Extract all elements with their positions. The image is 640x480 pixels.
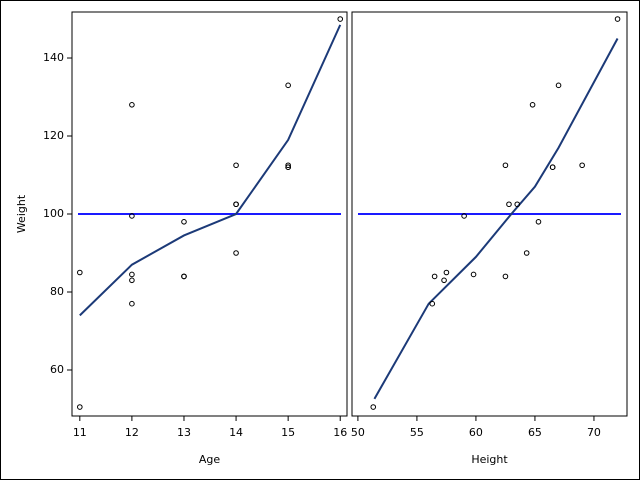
x-tick-label: 60: [469, 426, 483, 439]
x-tick-label: 13: [177, 426, 191, 439]
y-tick-label: 80: [50, 285, 64, 298]
x-tick-label: 65: [528, 426, 542, 439]
y-tick-label: 120: [43, 129, 64, 142]
y-tick-label: 100: [43, 207, 64, 220]
x-axis-label: Height: [471, 453, 508, 466]
data-point: [441, 277, 447, 284]
fit-line: [79, 24, 342, 317]
data-point: [285, 82, 291, 89]
data-point: [535, 218, 542, 225]
data-point: [549, 164, 556, 171]
data-point: [579, 162, 585, 169]
data-point: [181, 218, 187, 225]
data-point: [233, 250, 239, 256]
data-point: [129, 102, 135, 108]
data-point: [614, 16, 621, 22]
data-point: [470, 271, 477, 278]
data-point: [429, 300, 436, 307]
x-tick-label: 11: [73, 426, 87, 439]
data-point: [370, 404, 377, 410]
plot-frame: [351, 11, 628, 417]
fit-line: [373, 38, 619, 400]
x-tick-label: 14: [229, 426, 243, 439]
data-point: [461, 213, 467, 219]
data-point: [555, 82, 562, 89]
data-point: [514, 201, 521, 208]
data-point: [529, 102, 536, 108]
data-point: [506, 201, 512, 208]
data-point: [337, 16, 344, 22]
data-point: [523, 250, 530, 256]
data-point: [502, 162, 509, 169]
data-point: [129, 277, 135, 284]
y-tick-label: 140: [43, 51, 64, 64]
data-point: [129, 300, 135, 307]
data-point: [77, 404, 83, 410]
data-point: [285, 162, 291, 169]
x-tick-label: 55: [410, 426, 424, 439]
data-point: [233, 162, 239, 169]
y-axis-label: Weight: [15, 194, 28, 233]
x-tick-label: 50: [351, 426, 365, 439]
x-tick-label: 15: [281, 426, 295, 439]
x-axis-label: Age: [199, 453, 221, 466]
y-tick-label: 60: [50, 363, 64, 376]
data-point: [129, 271, 135, 278]
data-point: [181, 273, 187, 280]
x-tick-label: 70: [587, 426, 601, 439]
data-point: [431, 273, 438, 280]
data-point: [443, 269, 450, 276]
data-point: [129, 213, 135, 219]
x-tick-label: 12: [125, 426, 139, 439]
data-point: [285, 164, 291, 171]
data-point: [233, 201, 239, 208]
data-point: [502, 273, 509, 280]
x-tick-label: 16: [333, 426, 347, 439]
data-point: [77, 269, 83, 276]
